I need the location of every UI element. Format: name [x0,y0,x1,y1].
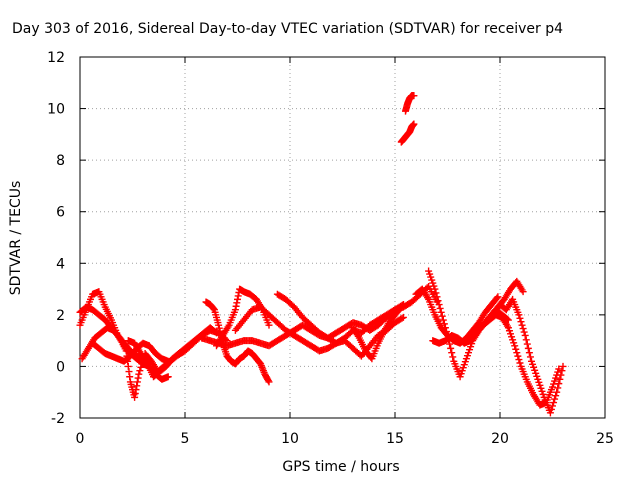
y-tick-label: -2 [51,411,65,427]
data-point [520,328,528,336]
chart-title: Day 303 of 2016, Sidereal Day-to-day VTE… [12,21,563,37]
y-tick-label: 8 [56,153,65,169]
y-tick-label: 2 [56,308,65,324]
data-point [493,294,501,302]
data-point [447,344,455,352]
data-point [513,349,521,357]
data-point [514,352,522,360]
x-tick-label: 10 [281,431,299,447]
data-point [524,344,532,352]
series-track-17 [479,311,563,409]
y-tick-label: 0 [56,359,65,375]
x-tick-label: 25 [596,431,614,447]
data-point [399,313,407,321]
series-track-11 [349,301,407,363]
data-point [526,353,534,361]
data-point [549,402,556,410]
x-tick-label: 0 [76,431,85,447]
data-point [398,314,406,322]
data-point [519,288,527,296]
data-point [137,363,145,371]
data-point [136,367,144,375]
data-point [559,362,567,370]
data-point [512,345,520,353]
data-point [441,324,449,332]
data-point [399,301,407,309]
data-point [437,308,445,316]
data-point [516,359,524,367]
data-point [547,405,555,413]
data-point [231,306,239,314]
series-track-13 [402,92,418,115]
series-track-4 [89,339,172,365]
data-point [550,399,558,407]
data-point [265,378,273,386]
grid-lines [80,57,605,418]
data-point [435,301,443,309]
y-tick-label: 6 [56,205,65,221]
data-point [551,395,559,403]
data-point [436,304,444,312]
data-point [164,373,172,381]
data-point [438,312,446,320]
data-point [135,370,143,378]
series-track-3 [78,324,231,401]
data-point [122,347,130,355]
data-point [511,342,519,350]
data-point [554,384,562,392]
data-point [552,392,560,400]
series-track-12 [397,120,418,146]
data-point [442,328,450,336]
data-point [546,409,554,417]
data-point [449,353,457,361]
data-point [519,325,527,333]
x-tick-label: 15 [386,431,404,447]
data-point [525,349,533,357]
data-points [76,92,567,417]
data-point [440,320,448,328]
data-point [557,371,565,379]
y-axis-label: SDTVAR / TECUs [8,181,24,296]
x-axis-label: GPS time / hours [282,459,399,475]
data-point [555,380,563,388]
data-point [523,340,531,348]
data-point [516,314,524,322]
data-point [522,336,530,344]
y-tick-label: 4 [56,256,65,272]
series-track-18 [496,295,567,417]
y-tick-label: 12 [47,50,65,66]
data-point [558,367,566,375]
data-point [434,297,442,305]
data-point [410,120,418,128]
data-point [494,293,502,301]
axis-ticks [79,56,606,419]
x-tick-label: 20 [491,431,509,447]
data-point [439,316,447,324]
y-tick-label: 10 [47,102,65,118]
data-point [518,321,526,329]
data-point [398,302,406,310]
data-point [433,293,441,301]
data-point [265,321,273,329]
plot-area-frame [79,56,606,419]
x-tick-label: 5 [181,431,190,447]
data-point [556,375,564,383]
data-point [515,311,523,319]
data-point [448,349,456,357]
data-point [211,328,219,336]
axis-tick-labels: 0 5 10 15 20 25 -2 0 2 4 6 8 10 12 [47,50,614,447]
data-point [432,289,440,297]
data-point [133,378,141,386]
data-point [521,331,529,339]
data-point [515,356,523,364]
data-point [517,318,525,326]
series-track-10 [231,303,407,360]
data-point [446,340,454,348]
data-point [553,388,561,396]
data-point [410,92,418,100]
data-point [431,285,439,293]
